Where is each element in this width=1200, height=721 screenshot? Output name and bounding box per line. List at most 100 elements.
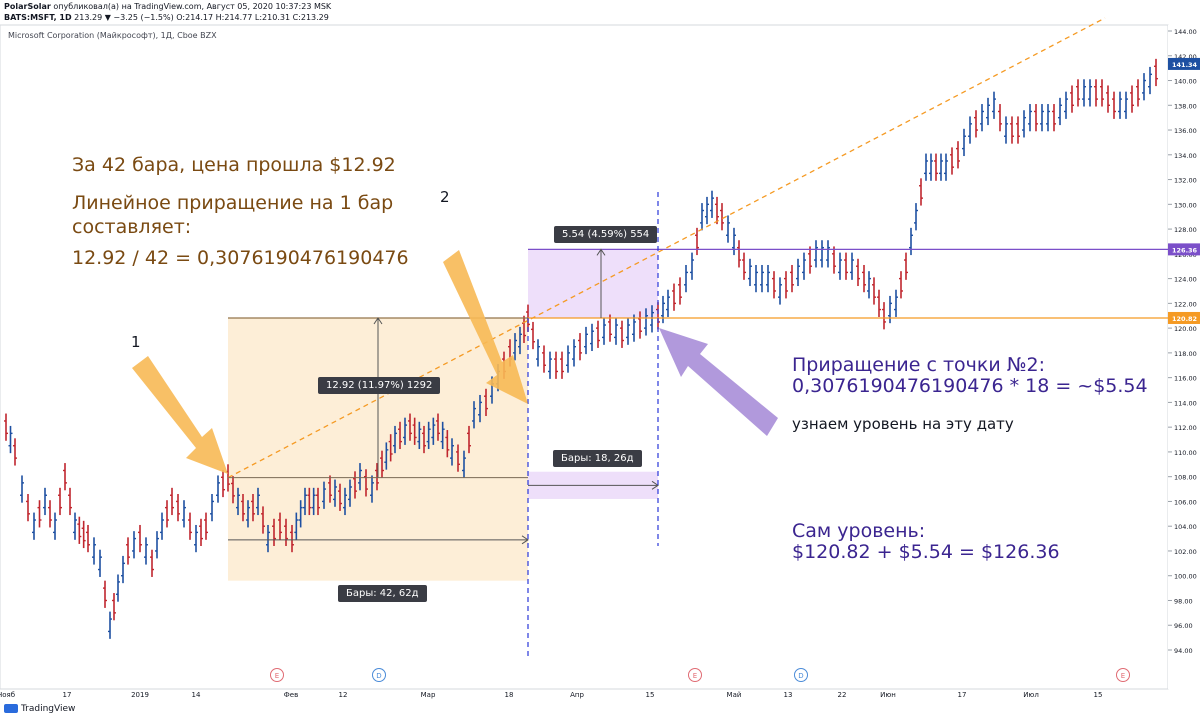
candle bbox=[1016, 116, 1020, 144]
candle bbox=[620, 320, 624, 348]
candle bbox=[661, 295, 665, 324]
bars-2-label: Бары: 18, 26д bbox=[553, 450, 642, 467]
point-1-label: 1 bbox=[131, 333, 141, 351]
publish-text: опубликовал(а) на TradingView.com, Авгус… bbox=[50, 2, 332, 11]
y-tick-label: 132.00 bbox=[1174, 177, 1197, 185]
x-tick-label: 18 bbox=[505, 691, 514, 699]
event-marker-label: E bbox=[1121, 672, 1125, 680]
price-axis: 144.00 142.00 140.00 138.00 136.00 134.00 132.… bbox=[1168, 25, 1200, 689]
candle bbox=[343, 487, 347, 516]
candle bbox=[518, 326, 522, 355]
y-tick-label: 138.00 bbox=[1174, 102, 1197, 110]
candle bbox=[348, 479, 352, 507]
candle bbox=[445, 430, 450, 458]
candle bbox=[108, 611, 112, 639]
measure-1-label: 12.92 (11.97%) 1292 bbox=[318, 377, 441, 394]
candle bbox=[548, 351, 552, 379]
candle bbox=[554, 351, 558, 379]
candle bbox=[353, 471, 357, 499]
measure-2-label: 5.54 (4.59%) 554 bbox=[554, 226, 658, 243]
candle bbox=[560, 351, 564, 379]
candle bbox=[199, 518, 203, 547]
x-tick-label: Фев bbox=[284, 691, 298, 699]
candle bbox=[73, 512, 77, 540]
x-tick-label: 15 bbox=[646, 691, 655, 699]
measure-1-h-arrow-head bbox=[521, 535, 529, 545]
annotation-linear-increment: Линейное приращение на 1 бар составляет: bbox=[72, 192, 394, 238]
candle bbox=[832, 246, 836, 274]
candle bbox=[188, 512, 192, 540]
candle bbox=[160, 512, 164, 540]
candle bbox=[962, 128, 966, 157]
author-name[interactable]: PolarSolar bbox=[4, 2, 51, 11]
price-label-bg bbox=[1168, 243, 1200, 256]
price-label: 141.34 bbox=[1172, 61, 1198, 69]
candle bbox=[298, 500, 303, 528]
candle bbox=[720, 203, 724, 231]
candle bbox=[584, 326, 588, 355]
candle bbox=[760, 264, 764, 293]
y-tick-label: 110.00 bbox=[1174, 449, 1197, 457]
candle bbox=[602, 317, 606, 345]
candle bbox=[426, 421, 431, 450]
footer-brand[interactable]: TradingView bbox=[4, 704, 75, 714]
y-tick-label: 144.00 bbox=[1174, 28, 1197, 36]
candle bbox=[170, 487, 174, 516]
candle bbox=[986, 97, 990, 126]
candle bbox=[536, 339, 540, 367]
event-marker bbox=[270, 668, 284, 682]
candle bbox=[210, 494, 214, 522]
measure-1-arrow-head bbox=[373, 317, 383, 325]
candle bbox=[92, 537, 96, 565]
candle bbox=[929, 153, 933, 181]
candle bbox=[726, 215, 730, 243]
y-tick-label: 94.00 bbox=[1174, 647, 1193, 655]
candle bbox=[672, 283, 676, 311]
candle bbox=[877, 289, 881, 317]
candle bbox=[48, 500, 52, 528]
measure-2-h-arrow-head bbox=[651, 480, 659, 490]
candle bbox=[710, 190, 714, 218]
candle bbox=[626, 317, 630, 345]
candle bbox=[1124, 91, 1128, 119]
annotation-formula: 12.92 / 42 = 0,3076190476190476 bbox=[72, 247, 409, 269]
candle bbox=[398, 421, 402, 450]
candle bbox=[513, 333, 517, 361]
x-tick-label: 13 bbox=[784, 691, 793, 699]
y-tick-label: 136.00 bbox=[1174, 127, 1197, 135]
candle bbox=[596, 320, 600, 348]
candle bbox=[992, 91, 996, 119]
y-tick-label: 96.00 bbox=[1174, 622, 1193, 630]
candle bbox=[384, 442, 389, 470]
candle bbox=[998, 104, 1002, 132]
candle bbox=[194, 524, 198, 553]
candle bbox=[695, 227, 699, 256]
point-2-label: 2 bbox=[440, 188, 450, 206]
candle bbox=[204, 512, 208, 540]
candle bbox=[808, 246, 812, 274]
candle bbox=[1010, 116, 1014, 144]
candle bbox=[1094, 79, 1098, 107]
candle bbox=[1148, 66, 1152, 95]
candle bbox=[364, 469, 368, 497]
candle bbox=[944, 153, 948, 181]
price-label: 126.36 bbox=[1172, 246, 1198, 254]
candle bbox=[1052, 104, 1056, 132]
candle bbox=[246, 500, 250, 528]
x-tick-label: 22 bbox=[838, 691, 847, 699]
candle bbox=[303, 487, 307, 516]
calc-level: Сам уровень: $120.82 + $5.54 = $126.36 bbox=[792, 520, 1060, 563]
candle bbox=[950, 147, 954, 175]
candle bbox=[165, 500, 169, 528]
x-tick-label: 12 bbox=[339, 691, 348, 699]
candle bbox=[116, 574, 120, 602]
candle bbox=[375, 463, 379, 491]
arrow-target bbox=[659, 328, 778, 436]
candle bbox=[531, 321, 535, 350]
candle bbox=[284, 518, 288, 547]
candle bbox=[838, 252, 842, 280]
price-label-bg bbox=[1168, 311, 1200, 324]
y-tick-label: 108.00 bbox=[1174, 474, 1197, 482]
candle bbox=[4, 413, 8, 441]
